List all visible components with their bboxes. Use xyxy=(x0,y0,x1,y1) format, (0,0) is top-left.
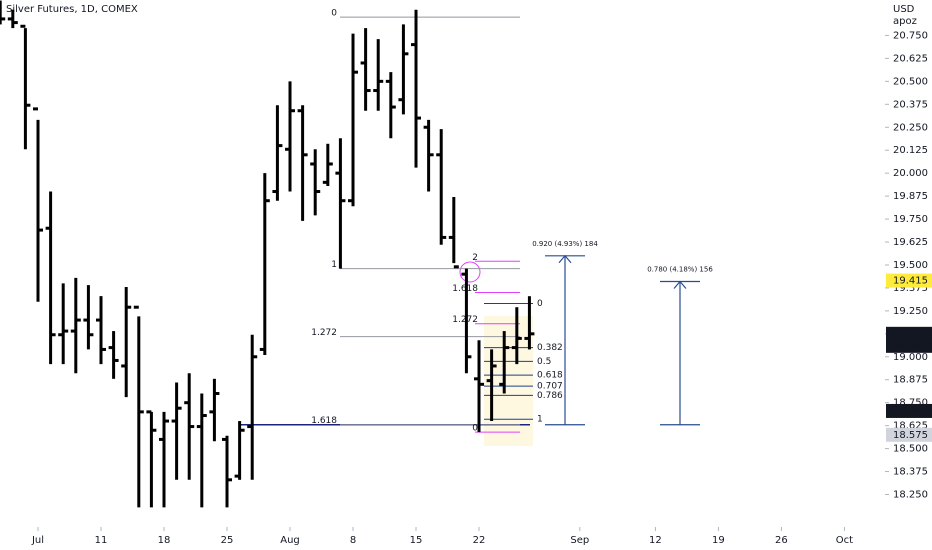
measure-label: 0.780 (4.18%) 156 xyxy=(647,265,713,273)
y-tick-label: 19.250 xyxy=(893,306,928,317)
measure-label: 0.920 (4.93%) 184 xyxy=(532,240,598,248)
y-tick-label: 18.625 xyxy=(893,421,928,432)
y-tick-label: 19.000 xyxy=(893,352,928,363)
price-tag-label: 18.575 xyxy=(893,430,928,441)
y-tick-label: 20.125 xyxy=(893,145,928,156)
x-tick-label: Sep xyxy=(570,535,589,546)
y-tick-label: 20.750 xyxy=(893,30,928,41)
measure-arrow xyxy=(673,280,687,289)
price-tag xyxy=(886,403,932,418)
x-tick-label: 11 xyxy=(95,535,108,546)
fib-level-label: 0.382 xyxy=(537,343,563,353)
marker-circle xyxy=(459,261,481,283)
x-tick-label: 12 xyxy=(649,535,662,546)
fib-level-label: 0 xyxy=(472,424,478,434)
countdown: 06:58:30 xyxy=(889,341,932,352)
y-tick-label: 18.250 xyxy=(893,489,928,500)
y-tick-label: 18.375 xyxy=(893,467,928,478)
chart-title: Silver Futures, 1D, COMEX xyxy=(6,4,138,15)
price-tag xyxy=(886,273,932,288)
fib-level-label: 0 xyxy=(331,9,337,19)
fib-level-label: 0.5 xyxy=(537,357,551,367)
y-tick-label: 20.250 xyxy=(893,122,928,133)
price-tag xyxy=(886,326,932,353)
price-tag xyxy=(886,427,932,442)
y-tick-label: 20.625 xyxy=(893,53,928,64)
fib-level-label: 0 xyxy=(537,299,543,309)
x-tick-label: 15 xyxy=(410,535,423,546)
currency: USD xyxy=(893,4,915,15)
price-tag-label: 19.125 xyxy=(893,329,928,340)
y-tick-label: 19.375 xyxy=(893,283,928,294)
y-tick-label: 18.875 xyxy=(893,375,928,386)
fib-level-label: 0.618 xyxy=(537,371,563,381)
x-tick-label: Aug xyxy=(280,535,300,546)
unit-label: apoz xyxy=(893,16,917,27)
x-tick-label: Oct xyxy=(836,535,853,546)
price-tag-label: 18.705 xyxy=(893,406,928,417)
x-tick-label: 19 xyxy=(712,535,725,546)
y-tick-label: 20.500 xyxy=(893,76,928,87)
fib-level-label: 1 xyxy=(537,415,543,425)
x-tick-label: 8 xyxy=(350,535,356,546)
x-tick-label: Jul xyxy=(31,535,44,546)
fib-level-label: 0.786 xyxy=(537,391,563,401)
y-tick-label: 19.625 xyxy=(893,237,928,248)
y-tick-label: 20.000 xyxy=(893,168,928,179)
fib-level-label: 0.707 xyxy=(537,382,563,392)
x-tick-label: 26 xyxy=(775,535,788,546)
measure-arrow xyxy=(558,254,572,264)
y-tick-label: 19.875 xyxy=(893,191,928,202)
x-tick-label: 18 xyxy=(158,535,171,546)
y-tick-label: 20.375 xyxy=(893,99,928,110)
x-tick-label: 25 xyxy=(221,535,234,546)
y-tick-label: 19.500 xyxy=(893,260,928,271)
fib-level-label: 2 xyxy=(472,253,478,263)
y-tick-label: 19.750 xyxy=(893,214,928,225)
price-tag-label: 19.415 xyxy=(893,276,928,287)
x-tick-label: 22 xyxy=(473,535,486,546)
y-tick-label: 18.750 xyxy=(893,398,928,409)
fib-level-label: 1.272 xyxy=(311,328,337,338)
fib-level-label: 1 xyxy=(331,260,337,270)
fib-level-label: 1.618 xyxy=(311,416,337,426)
y-tick-label: 18.500 xyxy=(893,444,928,455)
